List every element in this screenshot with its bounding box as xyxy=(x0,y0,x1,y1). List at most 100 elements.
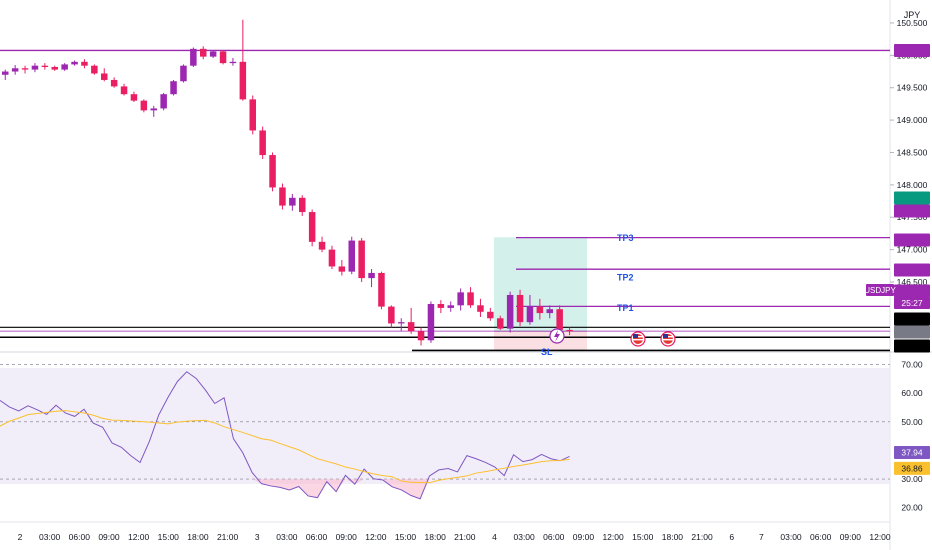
us-flag-icon[interactable] xyxy=(630,331,646,347)
candle xyxy=(249,95,256,135)
candle-body xyxy=(447,305,454,308)
candle-body xyxy=(180,65,187,82)
candle-body xyxy=(170,81,177,95)
time-tick-label: 09:00 xyxy=(98,532,120,542)
candle xyxy=(41,63,49,70)
time-axis: 2 03:00 06:00 09:00 12:00 15:00 18:00 21:00 3 03:… xyxy=(18,532,891,542)
candle xyxy=(427,301,435,343)
candle-body xyxy=(536,306,544,314)
candle xyxy=(170,79,177,96)
candle-body xyxy=(2,71,9,75)
candle xyxy=(338,259,346,276)
us-flag-icon[interactable] xyxy=(660,331,676,347)
rsi-tick-label: 70.00 xyxy=(901,360,923,370)
horizontal-levels[interactable] xyxy=(0,49,890,352)
candle-body xyxy=(289,197,296,206)
candle xyxy=(417,327,425,346)
price-tag-bg xyxy=(894,233,930,247)
candle xyxy=(120,83,128,96)
candle-body xyxy=(120,86,128,95)
candle xyxy=(81,59,88,69)
candle xyxy=(239,19,247,101)
candle xyxy=(388,305,395,328)
time-tick-label: 15:00 xyxy=(395,532,417,542)
candle xyxy=(130,91,138,102)
countdown-tag-bg xyxy=(894,297,930,309)
time-tick-label: 12:00 xyxy=(128,532,150,542)
annotation-tp3: TP3 xyxy=(617,233,634,243)
time-tick-label: 06:00 xyxy=(306,532,328,542)
annotation-tp2: TP2 xyxy=(617,273,634,283)
candles xyxy=(2,19,573,346)
candle xyxy=(398,318,405,332)
candle xyxy=(61,63,68,71)
candle xyxy=(566,327,573,336)
time-tick-label: 18:00 xyxy=(425,532,447,542)
candle xyxy=(318,236,326,253)
candle xyxy=(269,152,276,192)
time-tick-label: 12:00 xyxy=(869,532,891,542)
candle xyxy=(219,50,227,65)
candle xyxy=(101,68,108,82)
candle-body xyxy=(51,66,58,70)
candle-body xyxy=(457,292,464,306)
candle-body xyxy=(160,94,167,109)
candle-body xyxy=(61,64,68,70)
price-tag-bg xyxy=(894,312,930,326)
candle xyxy=(477,298,484,317)
candle xyxy=(358,237,365,282)
candle xyxy=(2,69,9,80)
candle-body xyxy=(140,100,148,111)
candle xyxy=(229,57,237,66)
candle xyxy=(368,269,375,288)
candle-body xyxy=(437,304,445,308)
rsi-value-tag: 37.94 xyxy=(901,447,923,457)
candle-body xyxy=(259,130,266,156)
candle xyxy=(457,288,464,311)
candle-body xyxy=(497,318,504,329)
candle-body xyxy=(21,68,29,70)
candle xyxy=(51,65,58,71)
price-tag-bg xyxy=(894,204,930,218)
rsi-value-tag: 36.86 xyxy=(901,463,923,473)
rsi-value-tag-bg xyxy=(894,461,930,475)
candle-body xyxy=(338,266,346,272)
candle xyxy=(160,92,167,111)
symbol-tag-bg xyxy=(866,284,894,296)
rsi-value-tag-bg xyxy=(894,445,930,459)
candle xyxy=(487,307,494,321)
rsi-tick-label: 20.00 xyxy=(901,503,923,513)
time-tick-label: 18:00 xyxy=(662,532,684,542)
candle-body xyxy=(81,61,88,66)
time-tick-label: 15:00 xyxy=(158,532,180,542)
candle-body xyxy=(368,272,375,279)
candle xyxy=(110,77,118,88)
time-tick-label: 18:00 xyxy=(187,532,209,542)
time-tick-label: 06:00 xyxy=(69,532,91,542)
candle-body xyxy=(150,108,157,111)
candle-body xyxy=(506,294,514,329)
candle xyxy=(71,60,78,66)
candle-body xyxy=(229,61,237,64)
price-tag-bg xyxy=(894,325,930,339)
candle-body xyxy=(91,65,98,74)
candle-body xyxy=(516,294,524,323)
time-tick-label: 6 xyxy=(729,532,734,542)
candle-body xyxy=(487,311,494,319)
lightning-icon[interactable] xyxy=(549,328,565,344)
time-tick-label: 03:00 xyxy=(780,532,802,542)
candle xyxy=(348,236,355,275)
candle-body xyxy=(101,73,108,80)
candle xyxy=(200,46,207,60)
time-tick-label: 2 xyxy=(18,532,23,542)
candle xyxy=(209,50,217,58)
candle xyxy=(150,105,157,117)
time-tick-label: 21:00 xyxy=(691,532,713,542)
candle xyxy=(11,65,19,75)
price-tag-bg xyxy=(894,339,930,353)
candle-body xyxy=(249,99,256,131)
candle xyxy=(526,294,534,325)
time-tick-label: 03:00 xyxy=(513,532,535,542)
risk-reward-zone[interactable] xyxy=(494,237,587,351)
